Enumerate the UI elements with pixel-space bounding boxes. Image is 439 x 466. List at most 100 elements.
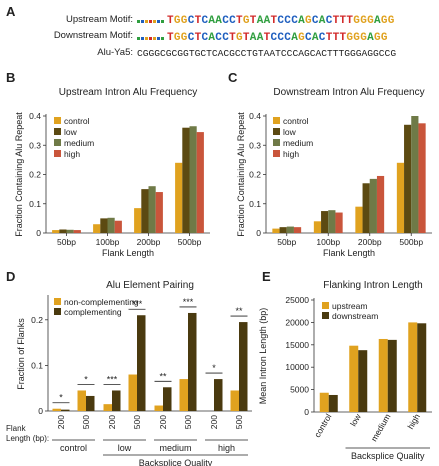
- x-tick-label: 500bp: [178, 237, 202, 247]
- motif-logo-letter: C: [202, 32, 209, 44]
- motif-logo-letter: G: [360, 32, 367, 44]
- bar-low-200bp: [141, 189, 149, 233]
- bar-upstream-medium: [378, 338, 388, 412]
- flank-length-tick: 200: [209, 415, 219, 429]
- motif-logo-small-letter: [145, 37, 148, 40]
- motif-logo-letter: T: [264, 32, 271, 44]
- bar-low-50bp: [59, 229, 67, 233]
- y-tick-label: 0: [38, 406, 43, 416]
- motif-logo-small-letter: [161, 37, 164, 40]
- bar-high-50bp: [293, 227, 302, 233]
- significance-mark: *: [59, 393, 63, 403]
- bar-high-100bp: [114, 220, 122, 233]
- legend-swatch-high: [273, 150, 280, 157]
- chart-title: Upstream Intron Alu Frequency: [59, 87, 197, 98]
- motif-logo-letter: G: [353, 15, 360, 27]
- flank-length-tick: 200: [158, 415, 168, 429]
- group-label: low: [118, 443, 132, 453]
- bar-low-200bp: [362, 183, 370, 233]
- motif-logo-letter: A: [298, 15, 305, 27]
- motif-logo-small-letter: [145, 20, 148, 23]
- bar-high-100bp: [335, 212, 343, 233]
- motif-logo-letter: G: [181, 15, 188, 27]
- bar-medium-100bp: [328, 210, 336, 233]
- bar-complementing-low-500: [137, 315, 146, 411]
- flank-length-tick: 500: [81, 415, 91, 429]
- bar-upstream-control: [319, 392, 329, 412]
- motif-logo-letter: G: [174, 32, 181, 44]
- panel-letter: C: [228, 70, 238, 85]
- y-tick-label: 0.2: [31, 315, 43, 325]
- bar-medium-50bp: [66, 229, 74, 233]
- significance-mark: ***: [183, 297, 194, 307]
- motif-logo-small-letter: [149, 37, 152, 40]
- panel-letter: E: [262, 269, 271, 284]
- motif-logo-small-letter: [157, 37, 160, 40]
- panel-a: A Upstream Motif: Downstream Motif: Alu-…: [6, 4, 396, 59]
- x-axis-label: Flank Length: [102, 248, 154, 258]
- bar-control-500bp: [175, 162, 183, 233]
- bar-medium-500bp: [411, 116, 419, 233]
- flank-axis-label: Flank Length (bp):: [6, 424, 49, 443]
- legend-label-medium: medium: [64, 138, 94, 148]
- bar-medium-200bp: [369, 178, 377, 233]
- x-tick-label: medium: [369, 412, 393, 443]
- motif-logo-letter: C: [188, 15, 195, 27]
- y-tick-label: 0.1: [249, 199, 261, 209]
- legend-swatch-upstream: [322, 302, 329, 309]
- bar-complementing-control-200: [61, 409, 70, 411]
- panel-letter: B: [6, 70, 15, 85]
- motif-logo-letter: C: [284, 15, 291, 27]
- legend-label-high: high: [64, 149, 80, 159]
- bar-control-50bp: [272, 228, 280, 233]
- legend-label-low: low: [283, 127, 297, 137]
- motif-logo-small-letter: [153, 37, 156, 40]
- legend-swatch-non-complementing: [54, 298, 61, 305]
- x-tick-label: high: [405, 412, 422, 431]
- motif-logo-letter: T: [236, 15, 243, 27]
- y-axis-label: Fraction Containing Alu Repeat: [236, 112, 246, 237]
- legend-swatch-high: [54, 150, 61, 157]
- bar-high-500bp: [196, 132, 204, 233]
- y-tick-label: 25000: [285, 295, 309, 305]
- y-axis-label: Fraction of Flanks: [16, 318, 26, 390]
- motif-logo-letter: T: [243, 32, 250, 44]
- x-axis-label: Backsplice Quality: [351, 451, 425, 461]
- motif-logo-letter: A: [208, 15, 215, 27]
- bar-medium-100bp: [107, 217, 115, 233]
- bar-downstream-medium: [387, 339, 397, 412]
- legend-label-medium: medium: [283, 138, 313, 148]
- motif-logo-letter: T: [340, 15, 347, 27]
- motif-logo-letter: A: [319, 15, 326, 27]
- bar-complementing-high-200: [214, 379, 223, 411]
- bar-non-complementing-low-200: [103, 404, 112, 411]
- motif-logo-letter: T: [250, 15, 257, 27]
- chart-title: Downstream Intron Alu Frequency: [273, 87, 424, 98]
- flank-length-tick: 200: [107, 415, 117, 429]
- panel-c-downstream-alu-frequency: C Downstream Intron Alu Frequency 0 0.1 0.2 0…: [228, 70, 432, 258]
- y-tick-label: 0: [256, 228, 261, 238]
- motif-logo-small-letter: [137, 20, 140, 23]
- motif-logo-letter: A: [264, 15, 271, 27]
- panel-d-alu-element-pairing: D Alu Element Pairing 0 0.1 0.2 Fraction of F…: [6, 269, 252, 466]
- y-tick-label: 10000: [285, 362, 309, 372]
- flank-length-tick: 500: [183, 415, 193, 429]
- flank-axis-label-line: Flank: [6, 424, 27, 433]
- bar-control-200bp: [134, 208, 142, 233]
- motif-logo-letter: A: [257, 15, 264, 27]
- motif-logo-letter: T: [167, 15, 174, 27]
- motif-logo-letter: A: [367, 32, 374, 44]
- motif-logo-letter: C: [305, 32, 312, 44]
- motif-logo-letter: C: [284, 32, 291, 44]
- motif-logo-letter: C: [291, 15, 298, 27]
- bar-low-50bp: [279, 227, 287, 233]
- bar-complementing-high-500: [239, 322, 248, 411]
- bar-downstream-control: [328, 394, 338, 412]
- x-tick-label: 500bp: [399, 237, 423, 247]
- motif-logo-letter: C: [326, 15, 333, 27]
- group-label: high: [218, 443, 235, 453]
- bar-complementing-control-500: [86, 395, 95, 411]
- x-tick-label: control: [312, 412, 333, 439]
- significance-mark: *: [84, 374, 88, 384]
- motif-logo-letter: T: [271, 15, 278, 27]
